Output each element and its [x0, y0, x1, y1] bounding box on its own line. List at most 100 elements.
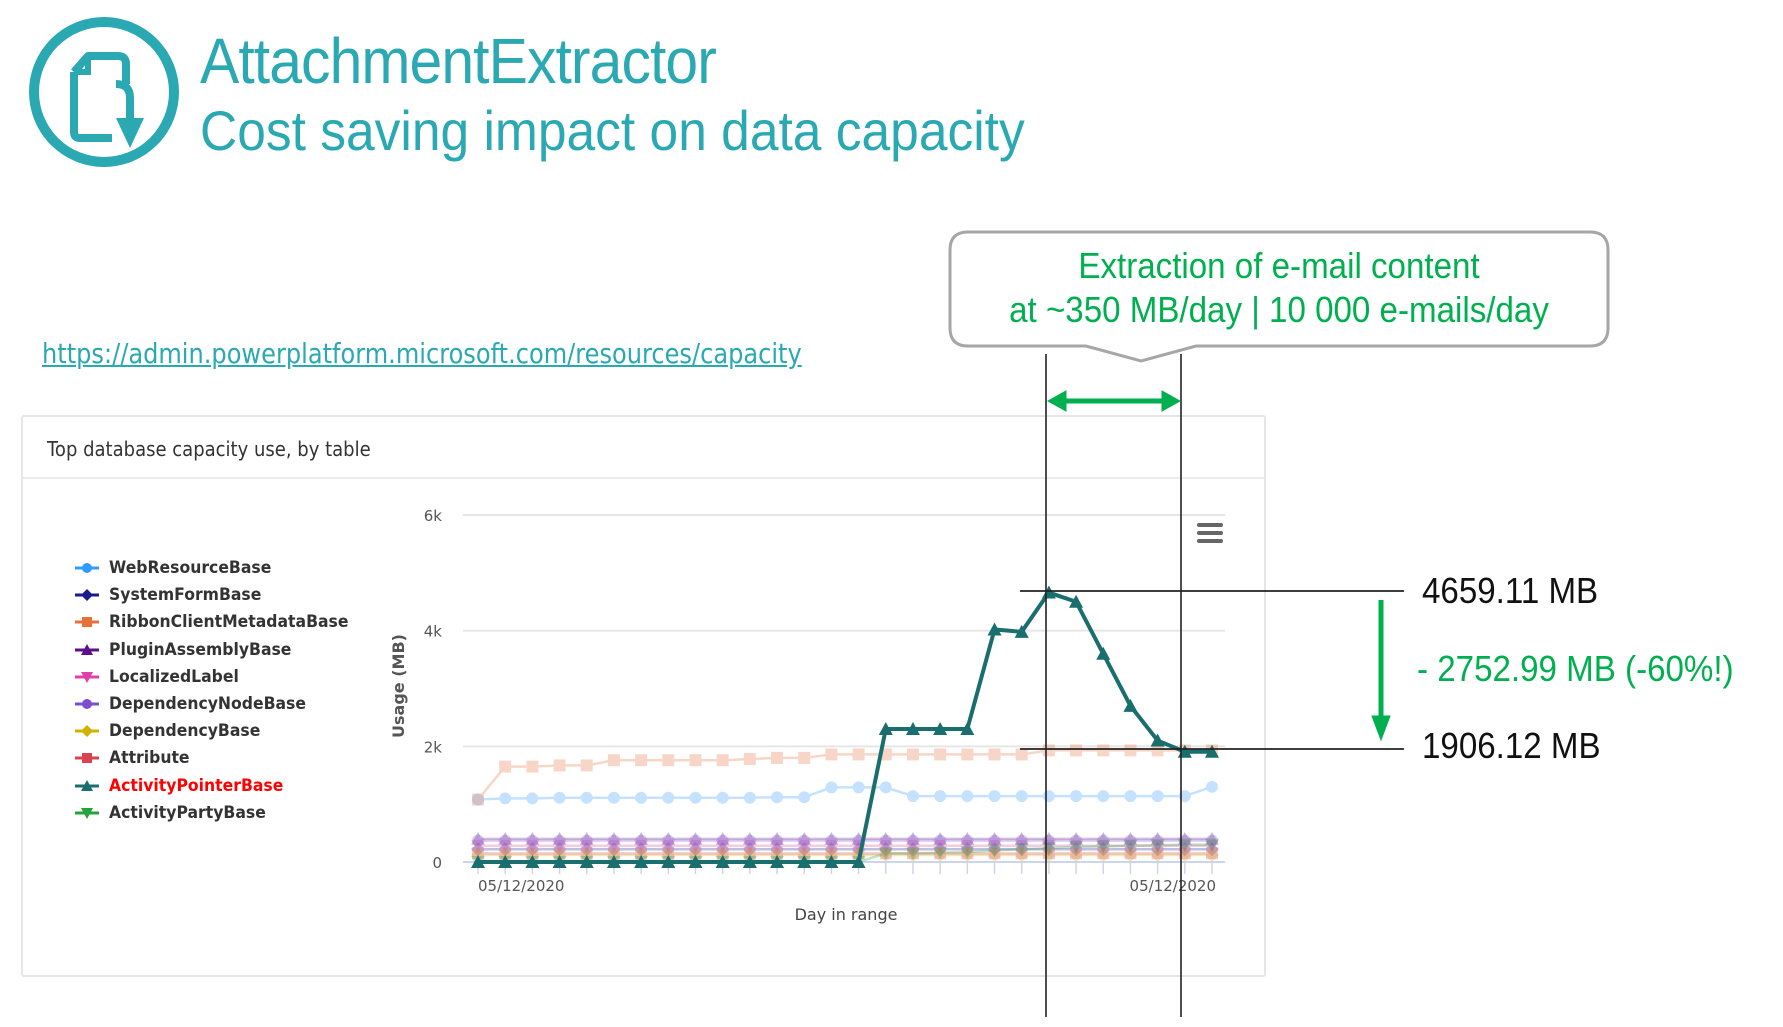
data-point — [905, 842, 920, 857]
data-point — [661, 839, 676, 853]
data-point — [960, 831, 975, 845]
data-point — [987, 839, 1002, 853]
legend-label: Attribute — [109, 748, 190, 769]
legend-marker-icon — [75, 643, 99, 655]
data-point — [634, 855, 649, 868]
data-point — [579, 831, 594, 845]
data-point — [688, 855, 703, 868]
data-point — [1096, 646, 1111, 660]
data-point — [1205, 848, 1219, 863]
data-point — [1015, 847, 1028, 860]
legend-marker — [81, 807, 93, 819]
data-point — [661, 855, 676, 868]
legend-marker-icon — [75, 617, 99, 628]
data-point — [906, 790, 919, 803]
legend-marker — [81, 643, 93, 655]
data-point — [933, 839, 948, 853]
data-point — [1150, 733, 1165, 747]
data-point — [526, 792, 539, 805]
legend-marker — [81, 589, 93, 602]
data-point — [743, 791, 756, 804]
data-point — [525, 831, 540, 845]
data-point — [1206, 834, 1218, 847]
data-point — [579, 842, 594, 857]
data-point — [1206, 847, 1218, 860]
data-point — [1069, 594, 1084, 608]
data-point — [905, 721, 920, 735]
data-point — [472, 834, 484, 847]
data-point — [960, 839, 975, 853]
data-point — [635, 754, 648, 767]
data-point — [743, 753, 756, 766]
legend-item[interactable]: RibbonClientMetadataBase — [75, 610, 369, 634]
data-point — [1205, 838, 1219, 852]
data-point — [1014, 624, 1029, 638]
legend-item[interactable]: SystemFormBase — [75, 583, 275, 607]
series-WebResourceBase — [472, 780, 1218, 806]
data-point — [1124, 847, 1137, 860]
legend-item[interactable]: LocalizedLabel — [75, 665, 250, 689]
y-tick-label: 6k — [424, 507, 443, 525]
data-point — [905, 839, 920, 853]
series-DependencyNodeBase — [472, 834, 1218, 847]
data-point — [961, 834, 974, 847]
data-point — [960, 721, 975, 735]
data-point — [825, 834, 838, 847]
hamburger-menu-icon[interactable] — [1196, 522, 1224, 544]
data-point — [1069, 839, 1084, 853]
series-line — [477, 785, 1213, 801]
legend-item[interactable]: ActivityPointerBase — [75, 774, 299, 798]
legend-item[interactable]: DependencyBase — [75, 719, 273, 743]
series-Attribute — [472, 847, 1218, 860]
data-point — [905, 831, 920, 845]
data-point — [771, 834, 784, 847]
data-point — [1014, 842, 1029, 857]
data-point — [1069, 842, 1084, 857]
data-point — [716, 754, 729, 767]
data-point — [742, 839, 757, 853]
data-point — [1070, 847, 1083, 860]
legend-item[interactable]: PluginAssemblyBase — [75, 638, 307, 662]
y-axis-label: Usage (MB) — [389, 634, 408, 738]
legend-item[interactable]: WebResourceBase — [75, 556, 285, 580]
page-title: AttachmentExtractor — [200, 25, 717, 97]
data-point — [634, 831, 649, 845]
data-point — [961, 847, 974, 860]
data-point — [715, 855, 730, 868]
data-point — [906, 748, 919, 761]
data-point — [525, 855, 540, 868]
data-point — [1151, 834, 1164, 847]
data-point — [988, 790, 1001, 803]
data-point — [933, 721, 948, 735]
data-point — [526, 760, 539, 773]
data-point — [606, 839, 621, 853]
data-point — [634, 839, 649, 853]
legend-marker-icon — [75, 725, 99, 738]
series-line — [478, 590, 1212, 864]
data-point — [716, 847, 729, 860]
legend-label: PluginAssemblyBase — [109, 639, 292, 660]
legend-marker — [81, 725, 93, 738]
data-point — [1096, 848, 1111, 863]
legend-item[interactable]: Attribute — [75, 746, 197, 770]
legend-label: ActivityPointerBase — [109, 775, 284, 796]
legend-label: RibbonClientMetadataBase — [109, 612, 349, 633]
data-point — [770, 855, 785, 868]
legend-item[interactable]: ActivityPartyBase — [75, 801, 279, 825]
data-point — [771, 847, 784, 860]
data-point — [934, 748, 947, 761]
data-point — [661, 842, 676, 857]
data-point — [552, 855, 567, 868]
capacity-link[interactable]: https://admin.powerplatform.microsoft.co… — [42, 337, 802, 370]
series-line — [477, 749, 1212, 801]
data-point — [742, 842, 757, 857]
data-point — [1041, 585, 1056, 599]
legend-label: SystemFormBase — [109, 585, 262, 606]
data-point — [634, 842, 649, 857]
data-point — [688, 842, 703, 857]
data-point — [905, 848, 920, 863]
data-point — [987, 842, 1002, 857]
data-point — [742, 831, 757, 845]
legend-item[interactable]: DependencyNodeBase — [75, 692, 323, 716]
data-point — [824, 839, 839, 853]
